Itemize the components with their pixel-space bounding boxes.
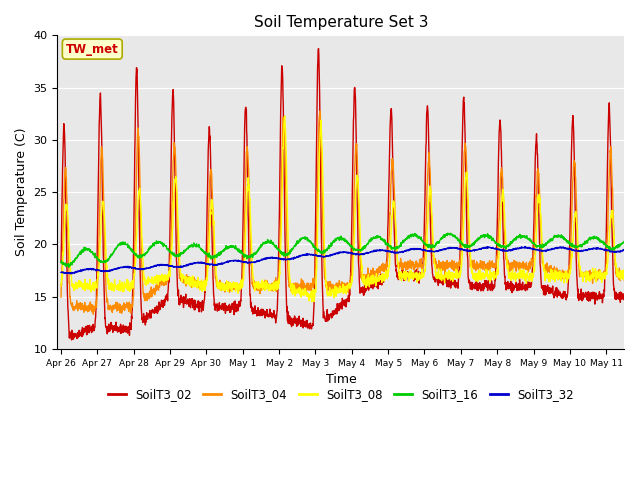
SoilT3_32 [428,248,435,254]
SoilT3_32 [410,247,418,252]
SoilT3_02 [602,273,609,278]
X-axis label: Time: Time [326,373,356,386]
SoilT3_04 [316,108,324,114]
SoilT3_02 [621,295,628,301]
SoilT3_16 [410,232,418,238]
SoilT3_16 [602,241,609,247]
SoilT3_02 [534,190,542,196]
SoilT3_32 [602,246,609,252]
SoilT3_32 [522,244,529,250]
SoilT3_08 [428,201,435,207]
SoilT3_08 [57,283,65,289]
SoilT3_32 [346,250,354,255]
SoilT3_04 [428,210,435,216]
SoilT3_04 [534,166,542,171]
Line: SoilT3_16: SoilT3_16 [61,233,625,267]
SoilT3_08 [308,299,316,305]
SoilT3_16 [65,264,73,270]
SoilT3_02 [57,258,65,264]
SoilT3_02 [410,274,418,280]
SoilT3_08 [621,276,628,281]
SoilT3_32 [57,269,65,275]
SoilT3_08 [602,276,609,282]
SoilT3_16 [57,260,65,265]
Text: TW_met: TW_met [66,43,118,56]
Title: Soil Temperature Set 3: Soil Temperature Set 3 [253,15,428,30]
SoilT3_08 [281,113,289,119]
SoilT3_32 [621,247,628,253]
SoilT3_04 [57,294,65,300]
SoilT3_08 [410,273,418,278]
SoilT3_02 [347,277,355,283]
SoilT3_32 [67,271,74,276]
SoilT3_02 [68,337,76,343]
SoilT3_16 [444,230,452,236]
SoilT3_32 [90,266,98,272]
SoilT3_16 [346,242,354,248]
SoilT3_16 [90,253,98,259]
Y-axis label: Soil Temperature (C): Soil Temperature (C) [15,128,28,256]
SoilT3_08 [347,284,355,289]
Line: SoilT3_08: SoilT3_08 [61,116,625,302]
SoilT3_32 [534,247,542,253]
SoilT3_04 [621,277,628,283]
Line: SoilT3_02: SoilT3_02 [61,48,625,340]
SoilT3_16 [534,243,542,249]
SoilT3_04 [410,265,418,271]
SoilT3_04 [602,276,609,281]
SoilT3_02 [90,326,98,332]
SoilT3_02 [315,46,323,51]
SoilT3_16 [428,244,435,250]
SoilT3_16 [621,238,628,244]
SoilT3_08 [534,193,542,199]
Line: SoilT3_32: SoilT3_32 [61,247,625,274]
SoilT3_04 [90,306,98,312]
SoilT3_04 [90,312,97,317]
SoilT3_02 [428,253,435,259]
Legend: SoilT3_02, SoilT3_04, SoilT3_08, SoilT3_16, SoilT3_32: SoilT3_02, SoilT3_04, SoilT3_08, SoilT3_… [103,384,579,406]
SoilT3_08 [90,285,98,290]
SoilT3_04 [347,282,355,288]
Line: SoilT3_04: SoilT3_04 [61,111,625,314]
